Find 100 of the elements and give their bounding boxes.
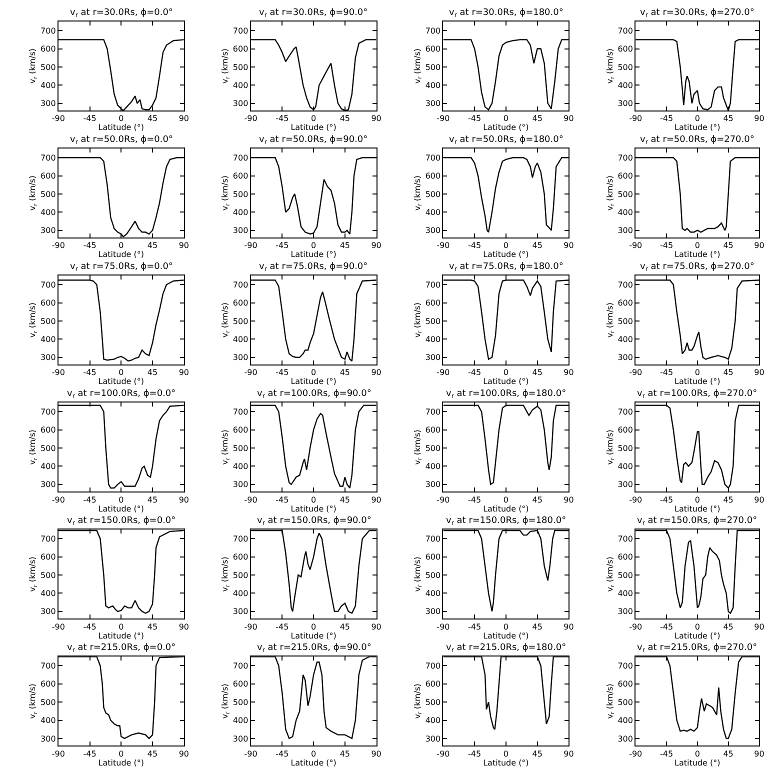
x-tick-label: -45 [276,749,289,758]
y-tick-label: 600 [618,426,634,435]
chart-title: v$_{r}$ at r=150.0Rs, ϕ=180.0° [446,516,566,527]
x-tick-label: -90 [52,622,65,632]
y-tick-label: 700 [232,280,248,290]
chart-title: v$_{r}$ at r=150.0Rs, ϕ=90.0° [257,516,372,527]
y-tick-label: 400 [232,589,248,598]
x-axis-title: Latitude (°) [290,631,336,640]
x-tick-label: -90 [629,495,642,504]
y-tick-label: 700 [232,534,248,544]
y-tick-label: 400 [618,589,634,598]
x-tick-label: -45 [276,495,289,504]
y-tick-label: 500 [618,444,634,453]
x-tick-label: -90 [244,368,258,378]
y-tick-label: 300 [40,607,56,616]
x-tick-label: 90 [564,368,574,378]
x-tick-label: 90 [178,495,189,504]
x-axis-title: Latitude (°) [98,123,144,132]
x-tick-label: -45 [83,241,96,250]
chart-title: v$_{r}$ at r=100.0Rs, ϕ=270.0° [637,389,758,400]
y-tick-label: 500 [425,570,441,580]
x-tick-label: -45 [660,368,674,378]
y-tick-label: 600 [618,172,634,181]
x-axis-title: Latitude (°) [674,758,720,768]
x-tick-label: -90 [52,114,65,124]
y-tick-label: 300 [232,734,248,744]
y-tick-label: 500 [40,190,56,199]
x-tick-label: -45 [660,749,674,758]
x-axis-title: Latitude (°) [290,377,336,386]
x-tick-label: 0 [503,749,509,758]
y-tick-label: 600 [618,680,634,689]
x-tick-label: 90 [754,622,764,632]
y-tick-label: 400 [40,462,56,472]
x-tick-label: 90 [564,495,574,504]
y-tick-label: 700 [425,153,441,162]
x-tick-label: 90 [178,241,189,250]
x-tick-label: 45 [147,495,158,504]
x-tick-label: -45 [660,622,674,632]
x-tick-label: 90 [371,114,382,124]
x-tick-label: -45 [468,368,482,378]
x-tick-label: 90 [371,622,382,632]
y-tick-label: 300 [425,734,441,744]
y-tick-label: 700 [425,662,441,671]
y-tick-label: 400 [232,80,248,90]
x-tick-label: 90 [371,241,382,250]
x-axis-title: Latitude (°) [483,631,529,640]
x-tick-label: -45 [660,241,674,250]
y-tick-label: 500 [618,62,634,72]
y-tick-label: 400 [425,716,441,726]
y-tick-label: 600 [232,426,248,435]
x-tick-label: 45 [723,368,734,378]
chart-title: v$_{r}$ at r=215.0Rs, ϕ=270.0° [637,643,758,654]
y-tick-label: 500 [425,190,441,199]
x-tick-label: 90 [754,368,764,378]
chart-title: v$_{r}$ at r=100.0Rs, ϕ=90.0° [257,389,372,400]
x-tick-label: 45 [723,622,734,632]
y-tick-label: 300 [232,353,248,362]
y-tick-label: 300 [232,607,248,616]
x-axis-title: Latitude (°) [290,250,336,260]
x-tick-label: -90 [244,241,258,250]
chart-title: v$_{r}$ at r=30.0Rs, ϕ=270.0° [640,8,754,19]
y-tick-label: 600 [425,426,441,435]
chart-title: v$_{r}$ at r=50.0Rs, ϕ=270.0° [640,135,754,146]
x-tick-label: -90 [629,241,642,250]
x-tick-label: 45 [723,241,734,250]
y-tick-label: 600 [40,298,56,308]
chart-title: v$_{r}$ at r=100.0Rs, ϕ=180.0° [446,389,566,400]
y-tick-label: 300 [425,226,441,236]
x-tick-label: 0 [694,495,700,504]
x-axis-title: Latitude (°) [483,250,529,260]
x-tick-label: 45 [147,114,158,124]
y-tick-label: 700 [425,407,441,416]
y-tick-label: 400 [425,208,441,217]
y-tick-label: 300 [618,480,634,490]
x-tick-label: 0 [311,495,316,504]
x-tick-label: 45 [532,622,542,632]
y-tick-label: 400 [425,80,441,90]
x-tick-label: 45 [340,622,350,632]
x-tick-label: -45 [83,495,96,504]
x-tick-label: -45 [468,114,482,124]
x-tick-label: 45 [532,368,542,378]
x-tick-label: 0 [311,622,316,632]
y-tick-label: 600 [40,426,56,435]
x-axis-title: Latitude (°) [290,504,336,514]
y-tick-label: 300 [40,226,56,236]
x-tick-label: 45 [147,749,158,758]
chart-title: v$_{r}$ at r=30.0Rs, ϕ=0.0° [70,8,173,19]
y-tick-label: 600 [425,552,441,562]
x-axis-title: Latitude (°) [98,758,144,768]
y-tick-label: 700 [232,407,248,416]
x-tick-label: -45 [660,495,674,504]
y-tick-label: 400 [618,716,634,726]
x-tick-label: 45 [723,495,734,504]
x-tick-label: -45 [83,622,96,632]
y-tick-label: 700 [425,280,441,290]
x-tick-label: -90 [52,495,65,504]
y-tick-label: 400 [618,208,634,217]
x-tick-label: -90 [629,368,642,378]
y-tick-label: 300 [40,480,56,490]
y-tick-label: 600 [232,44,248,54]
